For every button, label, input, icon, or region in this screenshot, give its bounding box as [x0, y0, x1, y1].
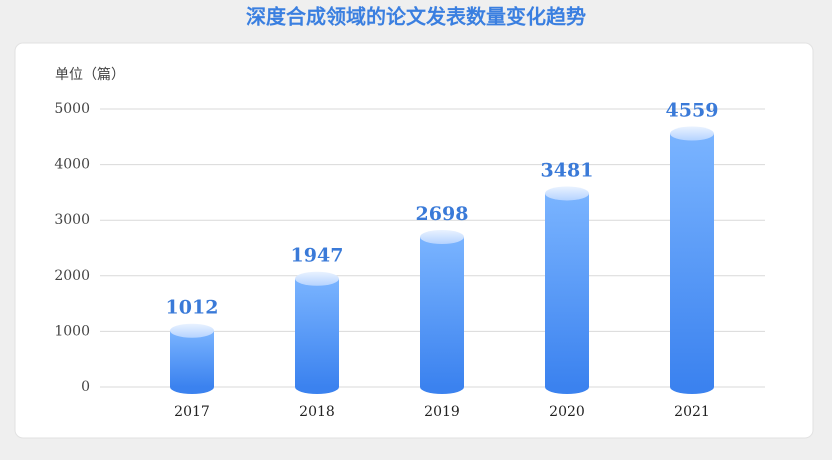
y-tick-label: 4000 [54, 157, 90, 173]
y-tick-label: 2000 [54, 268, 90, 284]
bar-top [295, 271, 339, 286]
bar-top [670, 126, 714, 141]
y-tick-label: 1000 [54, 323, 90, 339]
x-tick-label: 2021 [674, 404, 710, 420]
chart-title: 深度合成领域的论文发表数量变化趋势 [246, 5, 586, 29]
y-tick-label: 0 [81, 379, 90, 395]
bar [670, 133, 714, 387]
y-axis-label: 单位（篇） [55, 67, 125, 83]
bar-top [545, 186, 589, 201]
value-label: 4559 [666, 100, 719, 122]
x-tick-label: 2019 [424, 404, 460, 420]
bar [170, 330, 214, 387]
y-tick-label: 3000 [54, 212, 90, 228]
bar-top [170, 323, 214, 338]
value-label: 1947 [291, 245, 344, 267]
value-label: 1012 [166, 297, 219, 319]
bar-top [420, 229, 464, 244]
card [14, 42, 814, 439]
x-tick-label: 2018 [299, 404, 335, 420]
bar [420, 236, 464, 387]
y-tick-label: 5000 [54, 101, 90, 117]
value-label: 3481 [541, 159, 594, 181]
bar [545, 193, 589, 387]
x-tick-label: 2017 [174, 404, 210, 420]
value-label: 2698 [416, 203, 469, 225]
bar [295, 278, 339, 387]
x-tick-label: 2020 [549, 404, 585, 420]
